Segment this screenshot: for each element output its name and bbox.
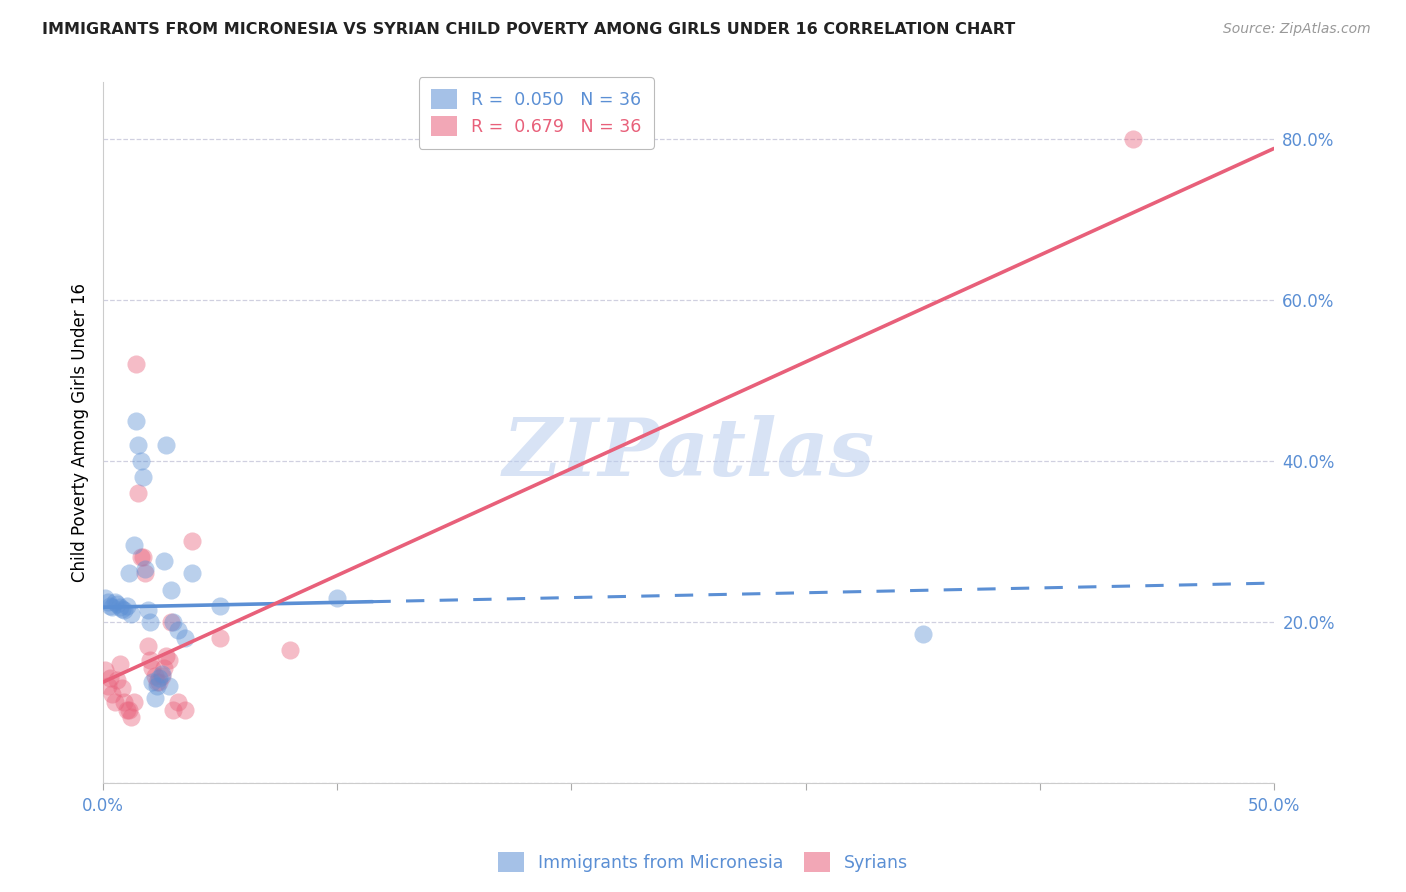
Point: [98, 671, 121, 685]
Point: [125, 413, 148, 427]
Point: [118, 703, 141, 717]
Text: ZIPatlas: ZIPatlas: [502, 415, 875, 492]
Point: [104, 594, 127, 608]
Point: [111, 602, 134, 616]
Point: [181, 566, 204, 581]
Point: [146, 679, 169, 693]
Point: [118, 566, 141, 581]
Point: [153, 554, 176, 568]
Point: [150, 669, 173, 683]
Point: [120, 607, 142, 621]
Point: [139, 615, 162, 629]
Point: [105, 597, 128, 611]
Point: [162, 703, 184, 717]
Point: [132, 550, 155, 565]
Point: [125, 357, 148, 371]
Point: [141, 661, 163, 675]
Point: [209, 631, 232, 645]
Point: [122, 538, 145, 552]
Point: [911, 627, 934, 641]
Point: [155, 648, 177, 663]
Point: [97, 679, 120, 693]
Point: [94, 591, 117, 605]
Point: [129, 454, 152, 468]
Point: [139, 653, 162, 667]
Point: [127, 486, 149, 500]
Point: [141, 675, 163, 690]
Point: [104, 695, 127, 709]
Point: [174, 631, 197, 645]
Point: [143, 691, 166, 706]
Point: [111, 681, 134, 695]
Point: [101, 600, 124, 615]
Point: [108, 657, 131, 671]
Point: [136, 639, 159, 653]
Point: [127, 437, 149, 451]
Point: [98, 599, 121, 613]
Point: [115, 703, 138, 717]
Point: [1122, 132, 1144, 146]
Point: [153, 661, 176, 675]
Point: [148, 675, 170, 690]
Point: [174, 703, 197, 717]
Point: [129, 550, 152, 565]
Legend: Immigrants from Micronesia, Syrians: Immigrants from Micronesia, Syrians: [491, 845, 915, 879]
Point: [157, 679, 180, 693]
Point: [134, 566, 156, 581]
Text: Source: ZipAtlas.com: Source: ZipAtlas.com: [1223, 22, 1371, 37]
Point: [120, 709, 142, 723]
Point: [112, 695, 135, 709]
Point: [181, 534, 204, 549]
Point: [160, 582, 183, 597]
Y-axis label: Child Poverty Among Girls Under 16: Child Poverty Among Girls Under 16: [72, 283, 89, 582]
Point: [280, 643, 302, 657]
Point: [94, 663, 117, 677]
Point: [115, 599, 138, 613]
Point: [167, 623, 190, 637]
Point: [326, 591, 349, 605]
Point: [134, 562, 156, 576]
Text: IMMIGRANTS FROM MICRONESIA VS SYRIAN CHILD POVERTY AMONG GIRLS UNDER 16 CORRELAT: IMMIGRANTS FROM MICRONESIA VS SYRIAN CHI…: [42, 22, 1015, 37]
Point: [160, 615, 183, 629]
Point: [132, 470, 155, 484]
Point: [209, 599, 232, 613]
Point: [167, 695, 190, 709]
Point: [148, 671, 170, 685]
Point: [105, 673, 128, 687]
Point: [162, 615, 184, 629]
Legend: R =  0.050   N = 36, R =  0.679   N = 36: R = 0.050 N = 36, R = 0.679 N = 36: [419, 78, 654, 149]
Point: [122, 695, 145, 709]
Point: [146, 675, 169, 690]
Point: [108, 600, 131, 615]
Point: [101, 687, 124, 701]
Point: [136, 602, 159, 616]
Point: [157, 653, 180, 667]
Point: [143, 669, 166, 683]
Point: [112, 603, 135, 617]
Point: [155, 437, 177, 451]
Point: [150, 667, 173, 681]
Point: [97, 594, 120, 608]
